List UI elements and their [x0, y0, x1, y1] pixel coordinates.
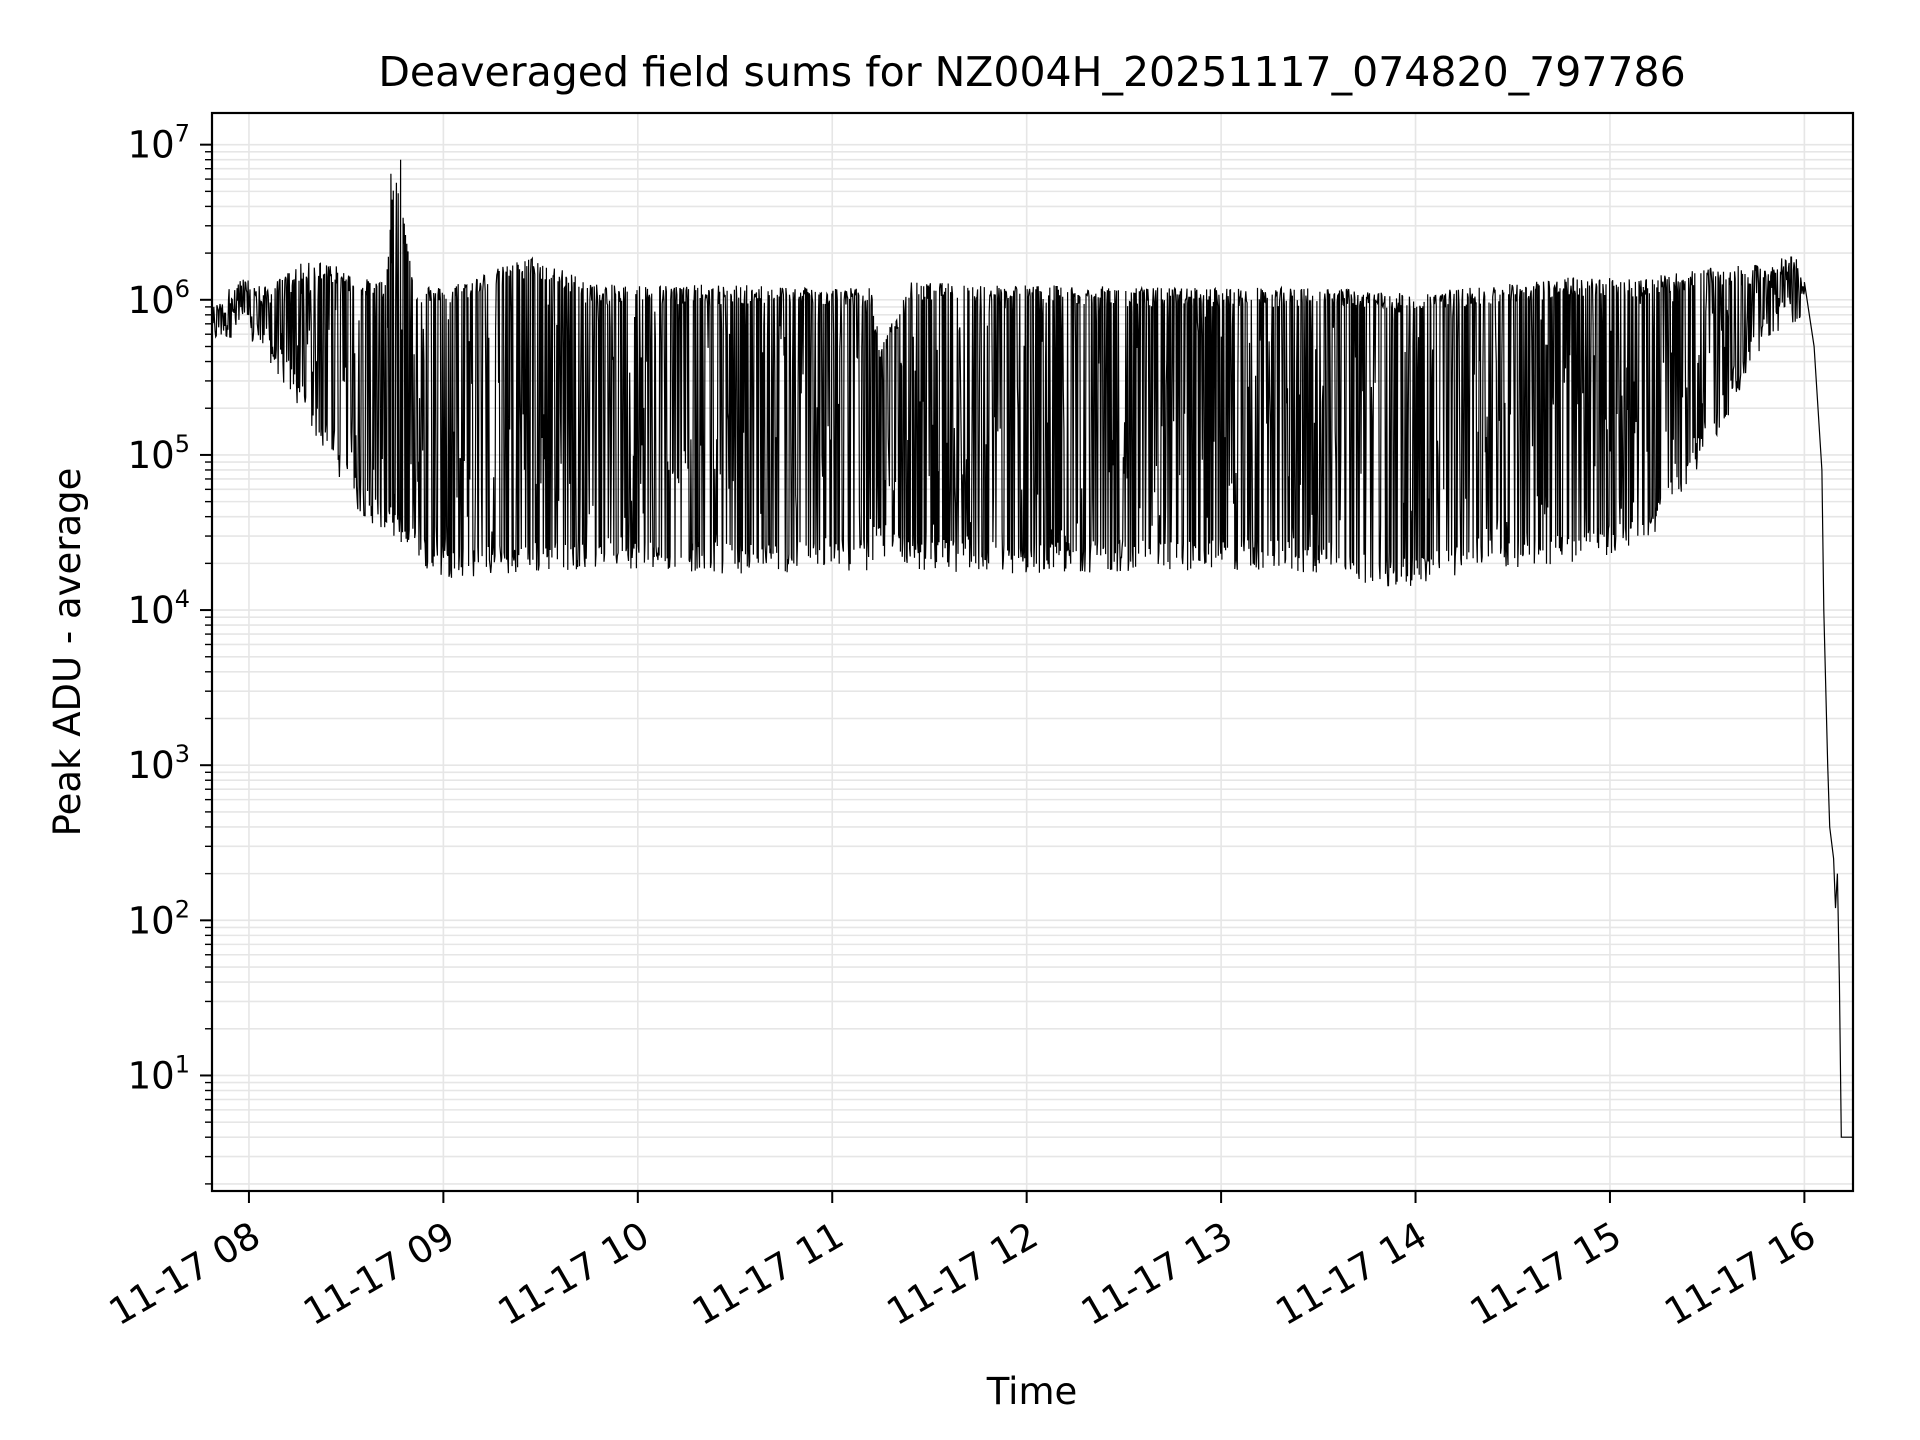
y-axis-label: Peak ADU - average — [46, 468, 89, 837]
plot-frame — [210, 111, 1855, 1193]
y-tick-label: 104 — [128, 585, 190, 632]
x-axis-ticks: 11-17 08 11-17 09 11-17 10 11-17 11 11-17 12… — [102, 1191, 1823, 1334]
y-tick-label: 101 — [128, 1050, 190, 1097]
x-axis-label: Time — [986, 1370, 1078, 1413]
x-tick-label: 11-17 13 — [1074, 1214, 1240, 1334]
y-tick-label: 103 — [128, 740, 190, 787]
y-tick-label: 107 — [128, 120, 190, 167]
grid — [212, 113, 1853, 1191]
x-tick-label: 11-17 12 — [880, 1214, 1046, 1334]
x-tick-label: 11-17 11 — [685, 1214, 851, 1334]
series-group — [212, 159, 1853, 1138]
x-tick-label: 11-17 15 — [1463, 1214, 1629, 1334]
x-tick-label: 11-17 10 — [491, 1214, 657, 1334]
x-tick-label: 11-17 09 — [296, 1214, 462, 1334]
y-tick-label: 102 — [128, 895, 190, 942]
y-tick-label: 106 — [128, 275, 190, 322]
x-tick-label: 11-17 08 — [102, 1214, 268, 1334]
chart-title: Deaveraged field sums for NZ004H_2025111… — [378, 48, 1685, 96]
y-axis-ticks: 101 102 103 104 105 106 107 — [128, 120, 212, 1185]
x-tick-label: 11-17 14 — [1268, 1214, 1434, 1334]
y-tick-label: 105 — [128, 430, 190, 477]
x-tick-label: 11-17 16 — [1657, 1214, 1823, 1334]
series-line — [212, 159, 1853, 1138]
